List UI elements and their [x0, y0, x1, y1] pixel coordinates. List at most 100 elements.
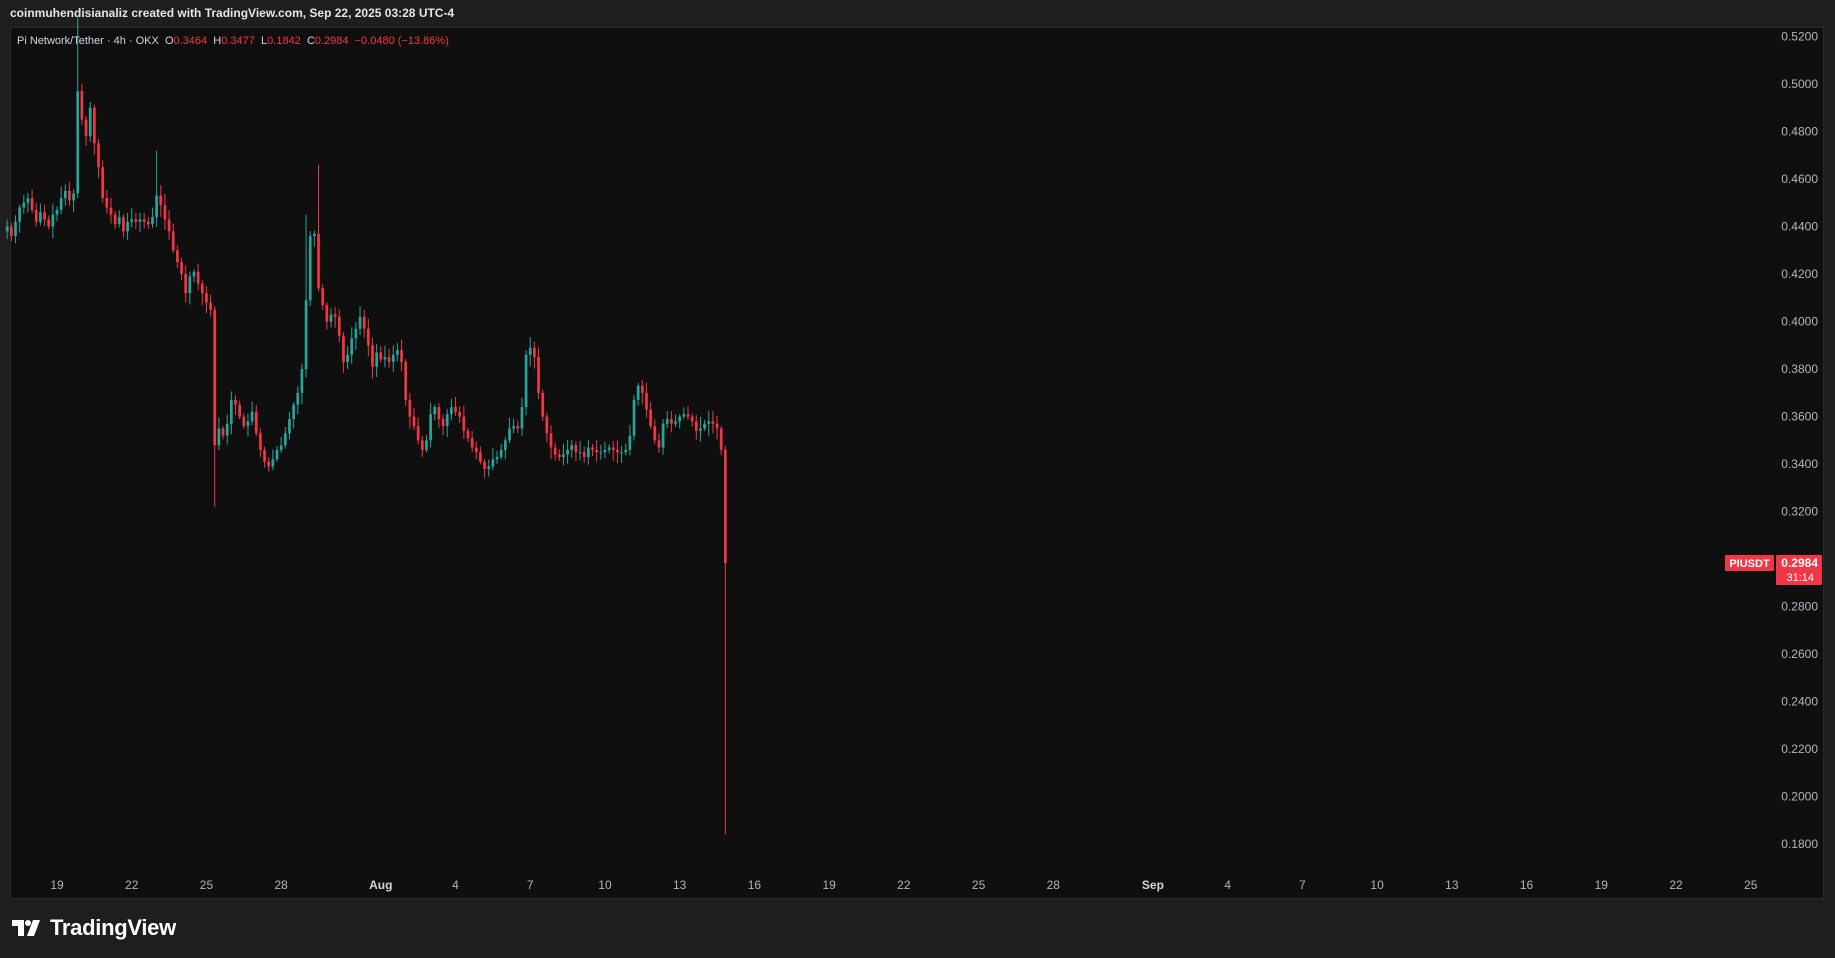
y-axis-tick-label: 0.3800 [1781, 362, 1818, 376]
candle-body [238, 404, 242, 417]
candle-body [462, 416, 466, 431]
candle-body [254, 411, 258, 434]
candle-body [313, 233, 316, 237]
legend-high-label: H [213, 35, 222, 47]
price-tag-countdown: 31:14 [1786, 572, 1814, 584]
x-axis-tick-label: Sep [1142, 878, 1164, 892]
candle-body [63, 190, 67, 199]
legend-symbol[interactable]: Pi Network/Tether · 4h · OKX [17, 35, 159, 47]
candle-body [209, 302, 212, 310]
candle-body [429, 414, 432, 441]
candle-body [300, 369, 304, 393]
legend-low-label: L [261, 35, 268, 47]
candle-body [134, 219, 138, 222]
candle-body [93, 107, 96, 144]
x-axis-tick-label: 16 [748, 878, 762, 892]
candle-body [632, 399, 636, 436]
y-axis-tick-label: 0.4400 [1781, 220, 1818, 234]
x-axis-tick-label: 19 [1595, 878, 1609, 892]
candle-body [9, 226, 13, 237]
candle-body [304, 300, 308, 370]
candle-body [537, 357, 540, 393]
candle-body [72, 193, 75, 201]
candle-body [122, 217, 125, 232]
candle-body [437, 407, 441, 419]
candle-body [483, 461, 486, 469]
y-axis-tick-label: 0.2400 [1781, 695, 1818, 709]
candle-body [30, 198, 34, 210]
candle-body [512, 426, 515, 429]
candle-body [55, 209, 59, 215]
candle-body [151, 217, 154, 225]
candle-body [719, 428, 723, 450]
chart-area[interactable] [10, 27, 1824, 899]
candle-body [362, 316, 366, 329]
candle-body [59, 198, 63, 210]
candle-body [213, 309, 217, 446]
candle-body [616, 449, 619, 453]
tradingview-logo-icon [12, 920, 40, 936]
candle-body [18, 207, 21, 222]
candle-body [221, 428, 225, 436]
candle-body [346, 354, 349, 362]
tradingview-logo[interactable]: TradingView [12, 915, 176, 941]
candle-body [283, 433, 287, 446]
candle-body [225, 423, 229, 436]
y-axis-tick-label: 0.2800 [1781, 600, 1818, 614]
y-axis-tick-label: 0.3400 [1781, 457, 1818, 471]
candle-body [113, 214, 117, 225]
x-axis-tick-label: 19 [50, 878, 64, 892]
candle-body [657, 440, 661, 448]
candle-body [549, 433, 553, 448]
candle-body [611, 447, 615, 450]
candle-body [491, 459, 495, 467]
candle-body [171, 231, 175, 251]
candle-body [557, 454, 561, 458]
x-axis-tick-label: 7 [1299, 878, 1306, 892]
candle-body [408, 399, 412, 417]
candle-body [51, 214, 55, 227]
candle-body [259, 433, 262, 450]
candle-body [724, 449, 727, 563]
candle-body [267, 461, 271, 467]
candle-body [678, 416, 682, 422]
candle-body [105, 198, 109, 208]
candle-body [375, 352, 378, 367]
candle-body [670, 418, 673, 424]
y-axis-tick-label: 0.3200 [1781, 505, 1818, 519]
candle-body [263, 449, 266, 462]
legend-close-label: C [306, 35, 315, 47]
candle-body [84, 119, 88, 137]
candle-body [520, 407, 524, 429]
candle-body [694, 421, 698, 431]
candle-body [396, 350, 399, 355]
y-axis-tick-label: 0.2200 [1781, 742, 1818, 756]
candle-body [366, 328, 370, 346]
candle-body [26, 198, 30, 203]
legend-low-value: 0.1842 [267, 35, 301, 47]
candle-body [620, 452, 623, 454]
candle-body [454, 407, 457, 412]
candle-body [653, 426, 657, 441]
candle-body [690, 416, 694, 422]
candle-body [665, 418, 669, 424]
candle-body [43, 212, 46, 220]
candle-body [479, 452, 482, 462]
candle-body [80, 91, 84, 120]
candle-body [487, 466, 491, 469]
candle-body [271, 459, 275, 467]
candle-body [533, 347, 536, 358]
y-axis-tick-label: 0.5000 [1781, 77, 1818, 91]
candle-body [250, 411, 254, 422]
candle-body [188, 276, 192, 294]
candle-body [499, 449, 503, 458]
candle-body [167, 219, 171, 232]
candle-body [686, 414, 690, 417]
candle-body [412, 416, 416, 427]
candle-body [400, 350, 403, 362]
candle-body [649, 409, 652, 427]
candle-body [674, 421, 677, 424]
candle-body [441, 418, 445, 427]
candle-body [176, 250, 179, 263]
